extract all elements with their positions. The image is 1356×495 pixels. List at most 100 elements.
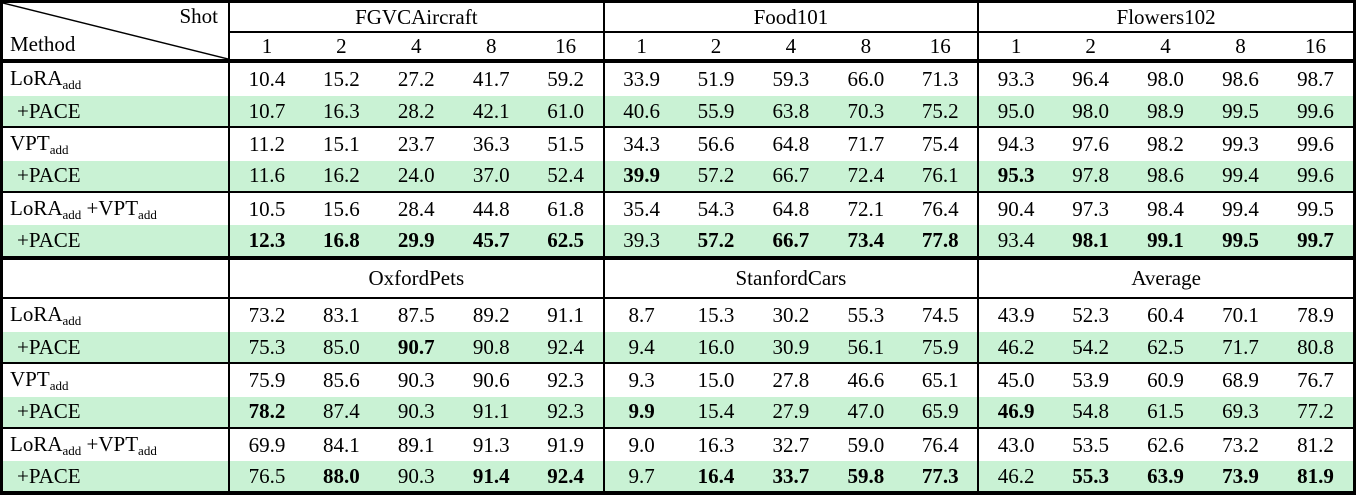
data-cell: 41.7	[453, 59, 529, 97]
data-cell: 70.1	[1202, 297, 1278, 333]
data-cell: 54.2	[1072, 334, 1109, 359]
data-cell: 69.3	[1222, 399, 1259, 424]
data-cell: 87.4	[323, 399, 360, 424]
data-cell: 29.9	[397, 228, 435, 253]
data-cell: 99.4	[1202, 190, 1278, 226]
method-subscript: add	[138, 206, 157, 222]
dataset-header-fgvcaircraft: FGVCAircraft	[228, 3, 604, 33]
data-cell: 76.1	[921, 163, 959, 188]
dataset-header-average: Average	[977, 255, 1353, 300]
method-cell: +PACE	[3, 161, 229, 192]
shot-label: 2	[303, 32, 379, 63]
table-row: +PACE 76.5 88.0 90.3 91.4 92.4 9.7 16.4 33.7 59.8…	[3, 461, 1353, 491]
table-row: LoRAadd +VPTadd 69.9 84.1 89.1 91.3 91.9 9.0 16…	[3, 426, 1353, 462]
data-cell: 39.9	[602, 160, 679, 192]
data-cell: 9.9	[602, 396, 679, 428]
data-cell: 63.8	[772, 98, 810, 123]
data-cell: 16.3	[678, 426, 754, 462]
data-cell: 98.0	[1128, 59, 1203, 97]
data-cell: 91.9	[528, 426, 604, 462]
data-cell: 78.2	[228, 396, 304, 428]
data-cell: 51.5	[528, 126, 604, 161]
dataset-header-oxfordpets: OxfordPets	[228, 255, 604, 300]
data-cell: 90.6	[453, 362, 529, 397]
data-cell: 9.4	[602, 332, 679, 364]
data-cell: 89.2	[453, 297, 529, 333]
data-cell: 60.9	[1128, 362, 1203, 397]
data-cell: 92.4	[547, 463, 585, 488]
data-cell: 10.7	[228, 96, 304, 128]
corner-cell: Shot Method	[3, 3, 229, 63]
data-cell: 75.2	[921, 98, 959, 123]
method-cell: +PACE	[3, 397, 229, 428]
data-cell: 16.8	[323, 228, 360, 253]
data-cell: 90.3	[397, 463, 435, 488]
data-cell: 54.3	[678, 190, 754, 226]
data-cell: 9.0	[602, 426, 679, 462]
data-cell: 98.4	[1128, 190, 1203, 226]
data-cell: 52.4	[547, 163, 585, 188]
data-cell: 56.6	[678, 126, 754, 161]
data-cell: 90.3	[397, 399, 435, 424]
data-cell: 55.9	[697, 98, 735, 123]
data-cell: 10.4	[228, 59, 304, 97]
data-cell: 62.5	[1147, 334, 1184, 359]
data-cell: 43.9	[977, 297, 1054, 333]
data-cell: 15.4	[697, 399, 735, 424]
method-subscript: add	[49, 377, 69, 393]
data-cell: 95.3	[977, 160, 1054, 192]
data-cell: 80.8	[1297, 334, 1334, 359]
shot-label: 4	[753, 32, 829, 63]
data-cell: 76.5	[228, 461, 304, 491]
data-cell: 98.7	[1277, 59, 1353, 97]
header-row-shots: 1 2 4 8 16 1 2 4 8 16 1 2 4 8 16	[3, 32, 1353, 63]
data-cell: 40.6	[602, 96, 679, 128]
shot-label: 1	[977, 32, 1054, 63]
data-cell: 98.9	[1147, 98, 1184, 123]
data-cell: 8.7	[602, 297, 679, 333]
data-cell: 71.7	[1222, 334, 1259, 359]
data-cell: 36.3	[453, 126, 529, 161]
data-cell: 65.1	[903, 362, 979, 397]
data-cell: 61.8	[528, 190, 604, 226]
method-subscript: add	[62, 442, 82, 458]
data-cell: 99.4	[1222, 163, 1259, 188]
data-cell: 73.2	[228, 297, 304, 333]
data-cell: 74.5	[903, 297, 979, 333]
data-cell: 77.8	[921, 228, 959, 253]
data-cell: 97.8	[1072, 163, 1109, 188]
data-cell: 73.4	[847, 228, 885, 253]
data-cell: 66.7	[772, 163, 810, 188]
data-cell: 72.4	[847, 163, 885, 188]
data-cell: 87.5	[378, 297, 454, 333]
data-cell: 64.8	[753, 190, 829, 226]
table-row: VPTadd 11.2 15.1 23.7 36.3 51.5 34.3 56.6 64.8 71…	[3, 126, 1353, 161]
data-cell: 35.4	[602, 190, 679, 226]
data-cell: 57.2	[697, 228, 735, 253]
data-cell: 83.1	[303, 297, 379, 333]
data-cell: 85.6	[303, 362, 379, 397]
shot-label: 2	[1053, 32, 1129, 63]
data-cell: 27.8	[753, 362, 829, 397]
data-cell: 16.3	[323, 98, 360, 123]
data-cell: 66.7	[772, 228, 810, 253]
method-subscript: add	[49, 141, 69, 157]
data-cell: 53.9	[1053, 362, 1129, 397]
data-cell: 28.4	[378, 190, 454, 226]
method-text: LoRA	[10, 195, 63, 220]
data-cell: 59.8	[847, 463, 885, 488]
data-cell: 96.4	[1053, 59, 1129, 97]
data-cell: 12.3	[228, 225, 304, 258]
data-cell: 90.4	[977, 190, 1054, 226]
data-cell: 62.5	[547, 228, 585, 253]
data-cell: 73.9	[1222, 463, 1259, 488]
data-cell: 88.0	[323, 463, 360, 488]
data-cell: 55.3	[1072, 463, 1109, 488]
data-cell: 70.3	[847, 98, 885, 123]
data-cell: 37.0	[472, 163, 510, 188]
data-cell: 81.9	[1297, 463, 1334, 488]
data-cell: 90.3	[378, 362, 454, 397]
table-row: +PACE 12.3 16.8 29.9 45.7 62.5 39.3 57.2 66.7 73.…	[3, 225, 1353, 258]
data-cell: 16.4	[697, 463, 735, 488]
shot-label: 4	[378, 32, 454, 63]
